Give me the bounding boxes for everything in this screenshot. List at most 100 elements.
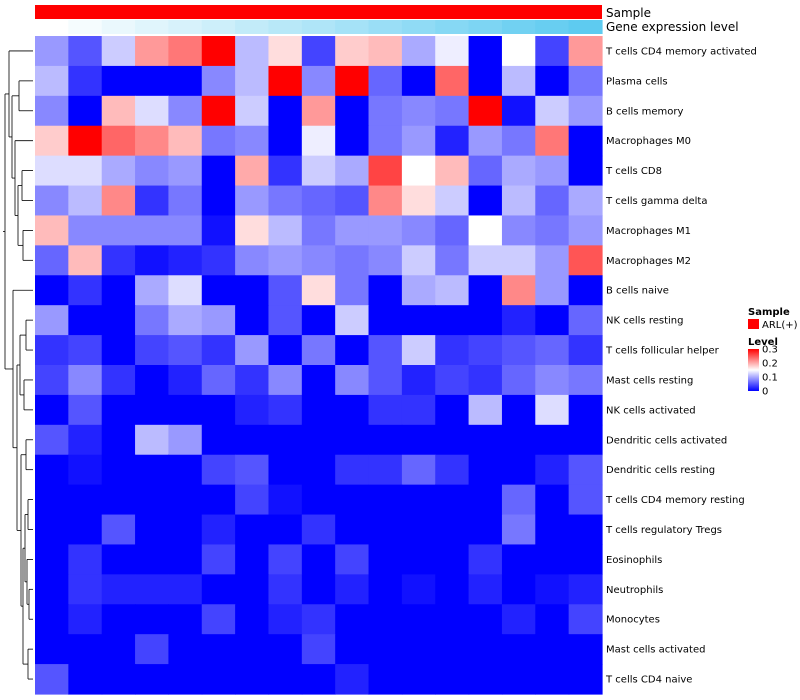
heatmap-cell bbox=[35, 185, 69, 217]
heatmap-cell bbox=[101, 514, 136, 546]
heatmap-cell bbox=[501, 305, 536, 336]
heatmap-cell bbox=[168, 454, 203, 486]
heatmap-cell bbox=[468, 514, 503, 546]
heatmap-cell bbox=[401, 514, 436, 546]
heatmap-cell bbox=[401, 664, 436, 695]
heatmap-cell bbox=[435, 664, 470, 695]
heatmap-cell bbox=[168, 424, 203, 456]
heatmap-cell bbox=[68, 65, 103, 97]
heatmap-cell bbox=[201, 634, 236, 665]
heatmap-cell bbox=[501, 514, 536, 546]
heatmap-cell bbox=[435, 484, 470, 516]
heatmap-cell bbox=[501, 215, 536, 246]
legend-level-tick-label: 0.1 bbox=[762, 373, 778, 384]
heatmap-cell bbox=[235, 634, 270, 665]
heatmap-cell bbox=[101, 95, 136, 127]
heatmap-cell bbox=[401, 125, 436, 157]
heatmap-cell bbox=[135, 36, 170, 67]
heatmap-cell bbox=[568, 65, 603, 97]
heatmap-cell bbox=[235, 335, 270, 366]
sample-annotation-cell bbox=[35, 5, 602, 19]
heatmap-cell bbox=[268, 65, 303, 97]
heatmap-cell bbox=[335, 664, 370, 695]
heatmap-cell bbox=[468, 454, 503, 486]
heatmap-cell bbox=[268, 574, 303, 605]
heatmap-cell bbox=[268, 454, 303, 486]
heatmap-cell bbox=[235, 544, 270, 575]
heatmap-cell bbox=[335, 275, 370, 306]
heatmap-cell bbox=[468, 544, 503, 575]
heatmap-cell bbox=[368, 95, 403, 127]
heatmap-cell bbox=[468, 215, 503, 246]
heatmap-cell bbox=[401, 544, 436, 575]
heatmap-cell bbox=[468, 125, 503, 157]
heatmap-cell bbox=[101, 365, 136, 396]
heatmap-cell bbox=[468, 335, 503, 366]
legend-level-tick-label: 0 bbox=[762, 387, 768, 398]
heatmap-cell bbox=[435, 574, 470, 605]
heatmap-cell bbox=[535, 275, 570, 306]
heatmap-cell bbox=[235, 125, 270, 157]
heatmap-cell bbox=[35, 365, 69, 396]
heatmap-cell bbox=[101, 215, 136, 246]
heatmap-cell bbox=[101, 664, 136, 695]
heatmap-cell bbox=[68, 185, 103, 217]
heatmap-cell bbox=[235, 574, 270, 605]
heatmap-cell bbox=[501, 424, 536, 456]
heatmap-cell bbox=[535, 155, 570, 187]
heatmap-cell bbox=[335, 335, 370, 366]
heatmap-cell bbox=[201, 125, 236, 157]
expression-annotation-cell bbox=[68, 20, 103, 34]
heatmap-cell bbox=[501, 574, 536, 605]
heatmap-cell bbox=[68, 275, 103, 306]
row-label: B cells naive bbox=[606, 286, 669, 297]
heatmap-cell bbox=[268, 424, 303, 456]
heatmap-cell bbox=[168, 155, 203, 187]
heatmap-cell bbox=[401, 275, 436, 306]
heatmap-cell bbox=[168, 95, 203, 127]
heatmap-cell bbox=[268, 185, 303, 217]
heatmap-cell bbox=[235, 36, 270, 67]
heatmap-cell bbox=[301, 454, 336, 486]
heatmap-cell bbox=[135, 664, 170, 695]
heatmap-cell bbox=[568, 245, 603, 276]
heatmap-cell bbox=[335, 95, 370, 127]
heatmap-cell bbox=[268, 514, 303, 546]
heatmap-cell bbox=[435, 215, 470, 246]
heatmap-cell bbox=[535, 245, 570, 276]
expression-annotation-cell bbox=[535, 20, 570, 34]
heatmap-cell bbox=[101, 65, 136, 97]
heatmap-cell bbox=[35, 245, 69, 276]
heatmap-cell bbox=[135, 484, 170, 516]
heatmap-cell bbox=[235, 155, 270, 187]
heatmap-cell bbox=[135, 634, 170, 665]
heatmap-cell bbox=[535, 634, 570, 665]
heatmap-cell bbox=[468, 155, 503, 187]
heatmap-cell bbox=[435, 365, 470, 396]
heatmap-cell bbox=[301, 424, 336, 456]
heatmap-cell bbox=[135, 604, 170, 635]
legend: Sample ARL(+) Level 0.3 0.2 0.1 0 bbox=[748, 307, 798, 398]
heatmap-cell bbox=[468, 185, 503, 217]
heatmap-cell bbox=[301, 125, 336, 157]
heatmap-cell bbox=[535, 95, 570, 127]
heatmap-cell bbox=[35, 454, 69, 486]
heatmap-cell bbox=[101, 634, 136, 665]
heatmap-cell bbox=[135, 95, 170, 127]
expression-annotation-cell bbox=[35, 20, 69, 34]
heatmap-cell bbox=[301, 65, 336, 97]
heatmap-cell bbox=[335, 604, 370, 635]
legend-level-tick-label: 0.3 bbox=[762, 345, 778, 356]
heatmap-cell bbox=[301, 365, 336, 396]
heatmap-cell bbox=[368, 65, 403, 97]
heatmap-cell bbox=[35, 95, 69, 127]
expression-annotation-cell bbox=[501, 20, 536, 34]
heatmap-cell bbox=[101, 454, 136, 486]
heatmap-cell bbox=[335, 574, 370, 605]
heatmap-cell bbox=[101, 604, 136, 635]
heatmap-cell bbox=[435, 305, 470, 336]
heatmap-cell bbox=[68, 604, 103, 635]
heatmap-cell bbox=[35, 604, 69, 635]
heatmap-cell bbox=[368, 185, 403, 217]
heatmap-cell bbox=[68, 484, 103, 516]
